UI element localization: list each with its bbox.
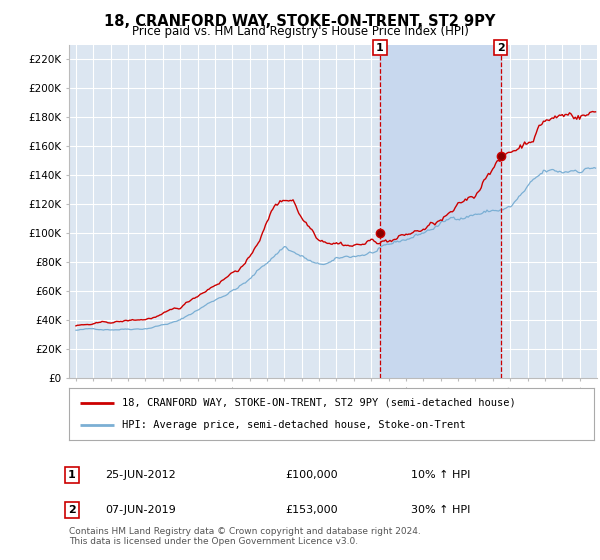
- Text: HPI: Average price, semi-detached house, Stoke-on-Trent: HPI: Average price, semi-detached house,…: [121, 421, 465, 431]
- Text: £153,000: £153,000: [285, 505, 338, 515]
- Text: 10% ↑ HPI: 10% ↑ HPI: [411, 470, 470, 480]
- Text: 18, CRANFORD WAY, STOKE-ON-TRENT, ST2 9PY: 18, CRANFORD WAY, STOKE-ON-TRENT, ST2 9P…: [104, 14, 496, 29]
- Bar: [380, 45, 500, 378]
- Text: 2: 2: [68, 505, 76, 515]
- Text: Contains HM Land Registry data © Crown copyright and database right 2024.
This d: Contains HM Land Registry data © Crown c…: [69, 526, 421, 546]
- Text: 1: 1: [376, 43, 384, 53]
- Text: £100,000: £100,000: [285, 470, 338, 480]
- Text: 2: 2: [497, 43, 505, 53]
- Text: 30% ↑ HPI: 30% ↑ HPI: [411, 505, 470, 515]
- Text: 18, CRANFORD WAY, STOKE-ON-TRENT, ST2 9PY (semi-detached house): 18, CRANFORD WAY, STOKE-ON-TRENT, ST2 9P…: [121, 398, 515, 408]
- Text: 07-JUN-2019: 07-JUN-2019: [105, 505, 176, 515]
- Text: 25-JUN-2012: 25-JUN-2012: [105, 470, 176, 480]
- Text: Price paid vs. HM Land Registry's House Price Index (HPI): Price paid vs. HM Land Registry's House …: [131, 25, 469, 38]
- Text: 1: 1: [68, 470, 76, 480]
